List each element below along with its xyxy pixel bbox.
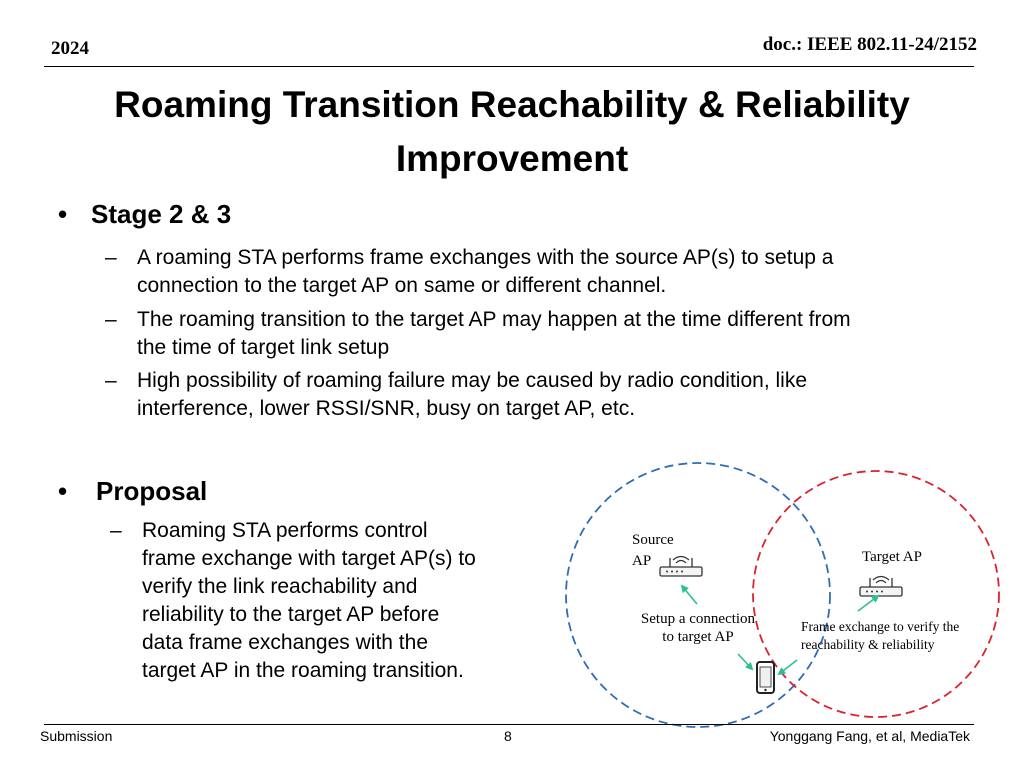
bullet-dot: • xyxy=(58,476,68,506)
slide-title-line-1: Roaming Transition Reachability & Reliab… xyxy=(114,84,910,125)
setup-arrow-down xyxy=(737,653,754,671)
setup-label-line-1: Setup a connection xyxy=(640,611,756,627)
header-year: 2024 xyxy=(51,38,89,59)
smartphone-icon xyxy=(756,661,775,694)
proposal-heading: Proposal xyxy=(96,476,208,506)
dash: – xyxy=(105,369,117,392)
footer-authors: Yonggang Fang, et al, MediaTek xyxy=(769,728,970,744)
stage-item-2-line-2: the time of target link setup xyxy=(137,336,390,359)
proposal-line-6: target AP in the roaming transition. xyxy=(142,659,464,682)
setup-connection-label: Setup a connection to target AP xyxy=(628,610,768,646)
dash: – xyxy=(105,308,117,331)
router-icon xyxy=(659,555,703,577)
stage-item-2-line-1: The roaming transition to the target AP … xyxy=(137,308,851,331)
stage-heading: Stage 2 & 3 xyxy=(91,199,232,229)
footer-submission: Submission xyxy=(40,728,113,744)
dash: – xyxy=(105,246,117,269)
dash: – xyxy=(110,519,122,542)
header-doc-number: doc.: IEEE 802.11-24/2152 xyxy=(762,34,977,55)
stage-item-2: – The roaming transition to the target A… xyxy=(105,306,985,362)
stage-item-3: – High possibility of roaming failure ma… xyxy=(105,367,985,423)
stage-item-1: – A roaming STA performs frame exchanges… xyxy=(105,244,985,300)
header-divider xyxy=(44,66,974,67)
proposal-line-3: verify the link reachability and xyxy=(142,575,418,598)
footer-page-number: 8 xyxy=(504,728,512,744)
frame-label-line-1: Frame exchange to verify the xyxy=(801,619,960,634)
target-ap-label: Target AP xyxy=(862,549,922,565)
router-icon xyxy=(859,575,903,597)
frame-exchange-label: Frame exchange to verify the reachabilit… xyxy=(801,618,959,654)
stage-item-1-line-1: A roaming STA performs frame exchanges w… xyxy=(137,246,834,269)
setup-label-line-2: to target AP xyxy=(662,629,734,645)
proposal-line-5: data frame exchanges with the xyxy=(142,631,429,654)
frame-exchange-arrow-down xyxy=(777,659,798,676)
slide-title: Roaming Transition Reachability & Reliab… xyxy=(40,78,984,186)
bullet-dot: • xyxy=(58,199,68,229)
setup-arrow-up xyxy=(680,584,698,605)
proposal-line-2: frame exchange with target AP(s) to xyxy=(142,547,476,570)
proposal-line-1: Roaming STA performs control xyxy=(142,519,428,542)
stage-item-1-line-2: connection to the target AP on same or d… xyxy=(137,274,667,297)
target-ap-coverage-circle xyxy=(752,470,1000,718)
slide-title-line-2: Improvement xyxy=(395,138,629,179)
source-ap-label-line-2: AP xyxy=(632,553,652,569)
source-ap-coverage-circle xyxy=(565,462,831,728)
proposal-line-4: reliability to the target AP before xyxy=(142,603,440,626)
footer-divider xyxy=(44,724,974,725)
frame-exchange-arrow-up xyxy=(857,594,880,612)
frame-label-line-2: reachability & reliability xyxy=(801,637,935,652)
proposal-item: – Roaming STA performs control frame exc… xyxy=(110,517,550,687)
source-ap-label-line-1: Source xyxy=(632,532,674,548)
stage-item-3-line-1: High possibility of roaming failure may … xyxy=(137,369,808,392)
stage-item-3-line-2: interference, lower RSSI/SNR, busy on ta… xyxy=(137,397,636,420)
